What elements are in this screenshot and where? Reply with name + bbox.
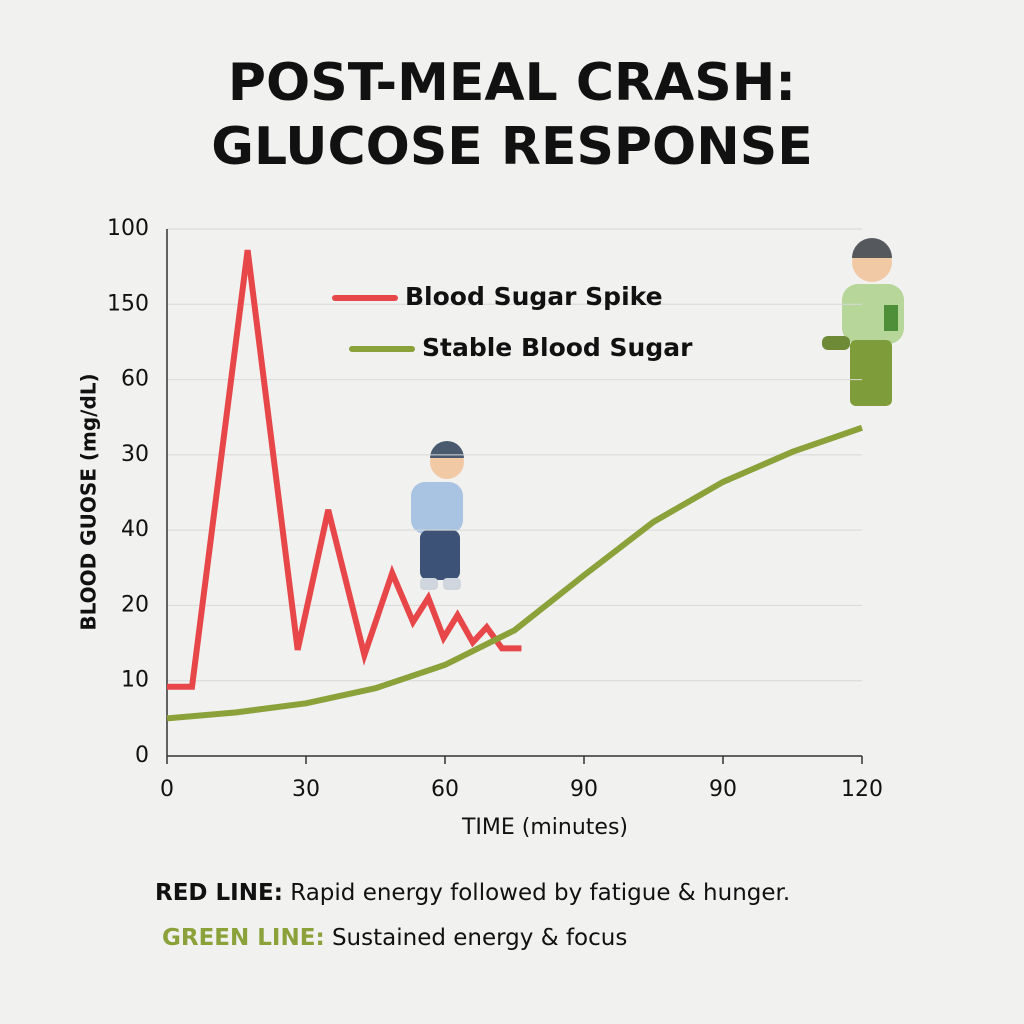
note: GREEN LINE: Sustained energy & focus <box>162 925 627 951</box>
x-tick-label: 0 <box>160 777 174 802</box>
x-tick-label: 90 <box>709 777 737 802</box>
legend-label: Stable Blood Sugar <box>422 333 693 362</box>
chart-title: GLUCOSE RESPONSE <box>211 117 812 177</box>
x-axis-label: TIME (minutes) <box>461 815 628 840</box>
x-tick-label: 90 <box>570 777 598 802</box>
y-tick-label: 10 <box>121 668 149 693</box>
y-tick-label: 20 <box>121 592 149 617</box>
note-text: Rapid energy followed by fatigue & hunge… <box>290 880 790 906</box>
series-line <box>167 249 522 690</box>
series-line <box>166 424 863 722</box>
note-lead: GREEN LINE: <box>162 925 325 951</box>
figure-tired <box>411 441 464 590</box>
y-axis-label: BLOOD GUOSE (mg/dL) <box>77 373 101 630</box>
y-tick-label: 150 <box>107 291 149 316</box>
chart-title: POST-MEAL CRASH: <box>228 53 796 113</box>
y-tick-label: 60 <box>121 367 149 392</box>
figure-energetic <box>822 238 904 406</box>
x-tick-label: 60 <box>431 777 459 802</box>
y-tick-label: 0 <box>135 743 149 768</box>
y-tick-label: 40 <box>121 517 149 542</box>
y-tick-label: 100 <box>107 216 149 241</box>
note: RED LINE: Rapid energy followed by fatig… <box>155 880 790 906</box>
note-text: Sustained energy & focus <box>332 925 627 951</box>
x-tick-label: 120 <box>841 777 883 802</box>
x-tick-label: 30 <box>292 777 320 802</box>
legend-label: Blood Sugar Spike <box>405 282 663 311</box>
y-tick-label: 30 <box>121 442 149 467</box>
note-lead: RED LINE: <box>155 880 283 906</box>
